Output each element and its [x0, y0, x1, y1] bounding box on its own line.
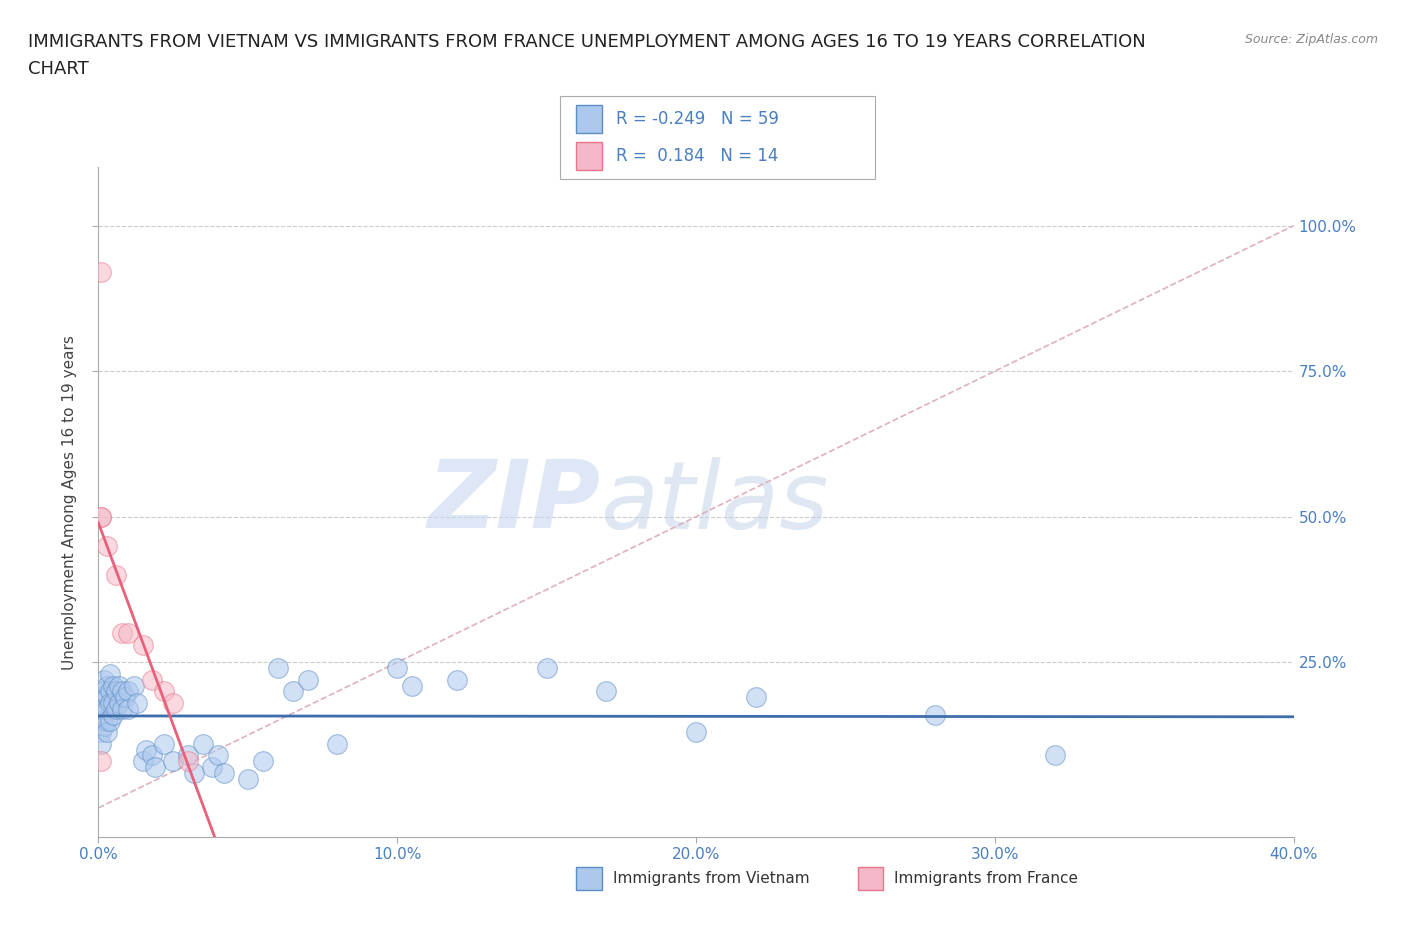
Point [326, 737, 349, 751]
Point [90, 713, 112, 728]
Point [124, 678, 146, 693]
Point [132, 637, 155, 652]
Point [177, 754, 200, 769]
Point [93, 684, 115, 698]
Point [111, 701, 134, 716]
Point [446, 672, 468, 687]
Point [135, 742, 157, 757]
Point [177, 748, 200, 763]
Text: atlas: atlas [600, 457, 828, 548]
Point [685, 724, 707, 739]
Text: R =  0.184   N = 14: R = 0.184 N = 14 [616, 147, 778, 166]
Point [108, 696, 131, 711]
Point [162, 696, 184, 711]
Point [745, 690, 768, 705]
Point [201, 760, 224, 775]
Point [90, 701, 112, 716]
Point [207, 748, 229, 763]
Point [90, 265, 112, 280]
Point [536, 660, 558, 675]
Point [100, 696, 122, 711]
Point [105, 567, 128, 582]
Point [96, 713, 118, 728]
Point [267, 660, 290, 675]
Point [100, 713, 122, 728]
Point [108, 678, 131, 693]
Text: R = -0.249   N = 59: R = -0.249 N = 59 [616, 110, 779, 128]
Text: ZIP: ZIP [427, 457, 600, 548]
Point [595, 684, 617, 698]
Point [114, 690, 136, 705]
Point [401, 678, 423, 693]
Text: IMMIGRANTS FROM VIETNAM VS IMMIGRANTS FROM FRANCE UNEMPLOYMENT AMONG AGES 16 TO : IMMIGRANTS FROM VIETNAM VS IMMIGRANTS FR… [28, 33, 1146, 50]
Point [96, 690, 118, 705]
Point [111, 626, 134, 641]
Point [117, 701, 139, 716]
Point [96, 724, 118, 739]
Point [103, 696, 125, 711]
Point [183, 765, 205, 780]
Point [105, 684, 128, 698]
Point [281, 684, 304, 698]
Point [93, 672, 115, 687]
Point [141, 748, 163, 763]
Point [96, 701, 118, 716]
Point [1043, 748, 1066, 763]
Point [162, 754, 184, 769]
Point [252, 754, 274, 769]
Point [100, 667, 122, 682]
Text: Immigrants from Vietnam: Immigrants from Vietnam [613, 871, 810, 886]
Point [93, 719, 115, 734]
Point [924, 708, 946, 723]
Point [385, 660, 409, 675]
Point [117, 626, 139, 641]
Point [105, 701, 128, 716]
Y-axis label: Unemployment Among Ages 16 to 19 years: Unemployment Among Ages 16 to 19 years [62, 335, 77, 670]
Point [191, 737, 214, 751]
Point [93, 701, 115, 716]
Point [297, 672, 319, 687]
Point [153, 737, 176, 751]
Point [236, 771, 259, 786]
Point [117, 684, 139, 698]
Point [153, 684, 176, 698]
Point [127, 696, 149, 711]
Point [141, 672, 163, 687]
Text: Immigrants from France: Immigrants from France [894, 871, 1078, 886]
Point [90, 754, 112, 769]
Point [96, 678, 118, 693]
Point [90, 510, 112, 525]
Point [90, 737, 112, 751]
Point [96, 538, 118, 553]
Point [212, 765, 235, 780]
Point [132, 754, 155, 769]
Point [103, 678, 125, 693]
Point [143, 760, 166, 775]
Point [100, 684, 122, 698]
Text: Source: ZipAtlas.com: Source: ZipAtlas.com [1244, 33, 1378, 46]
Text: CHART: CHART [28, 60, 89, 78]
Point [90, 690, 112, 705]
Point [111, 684, 134, 698]
Point [103, 708, 125, 723]
Point [90, 724, 112, 739]
Point [90, 510, 112, 525]
